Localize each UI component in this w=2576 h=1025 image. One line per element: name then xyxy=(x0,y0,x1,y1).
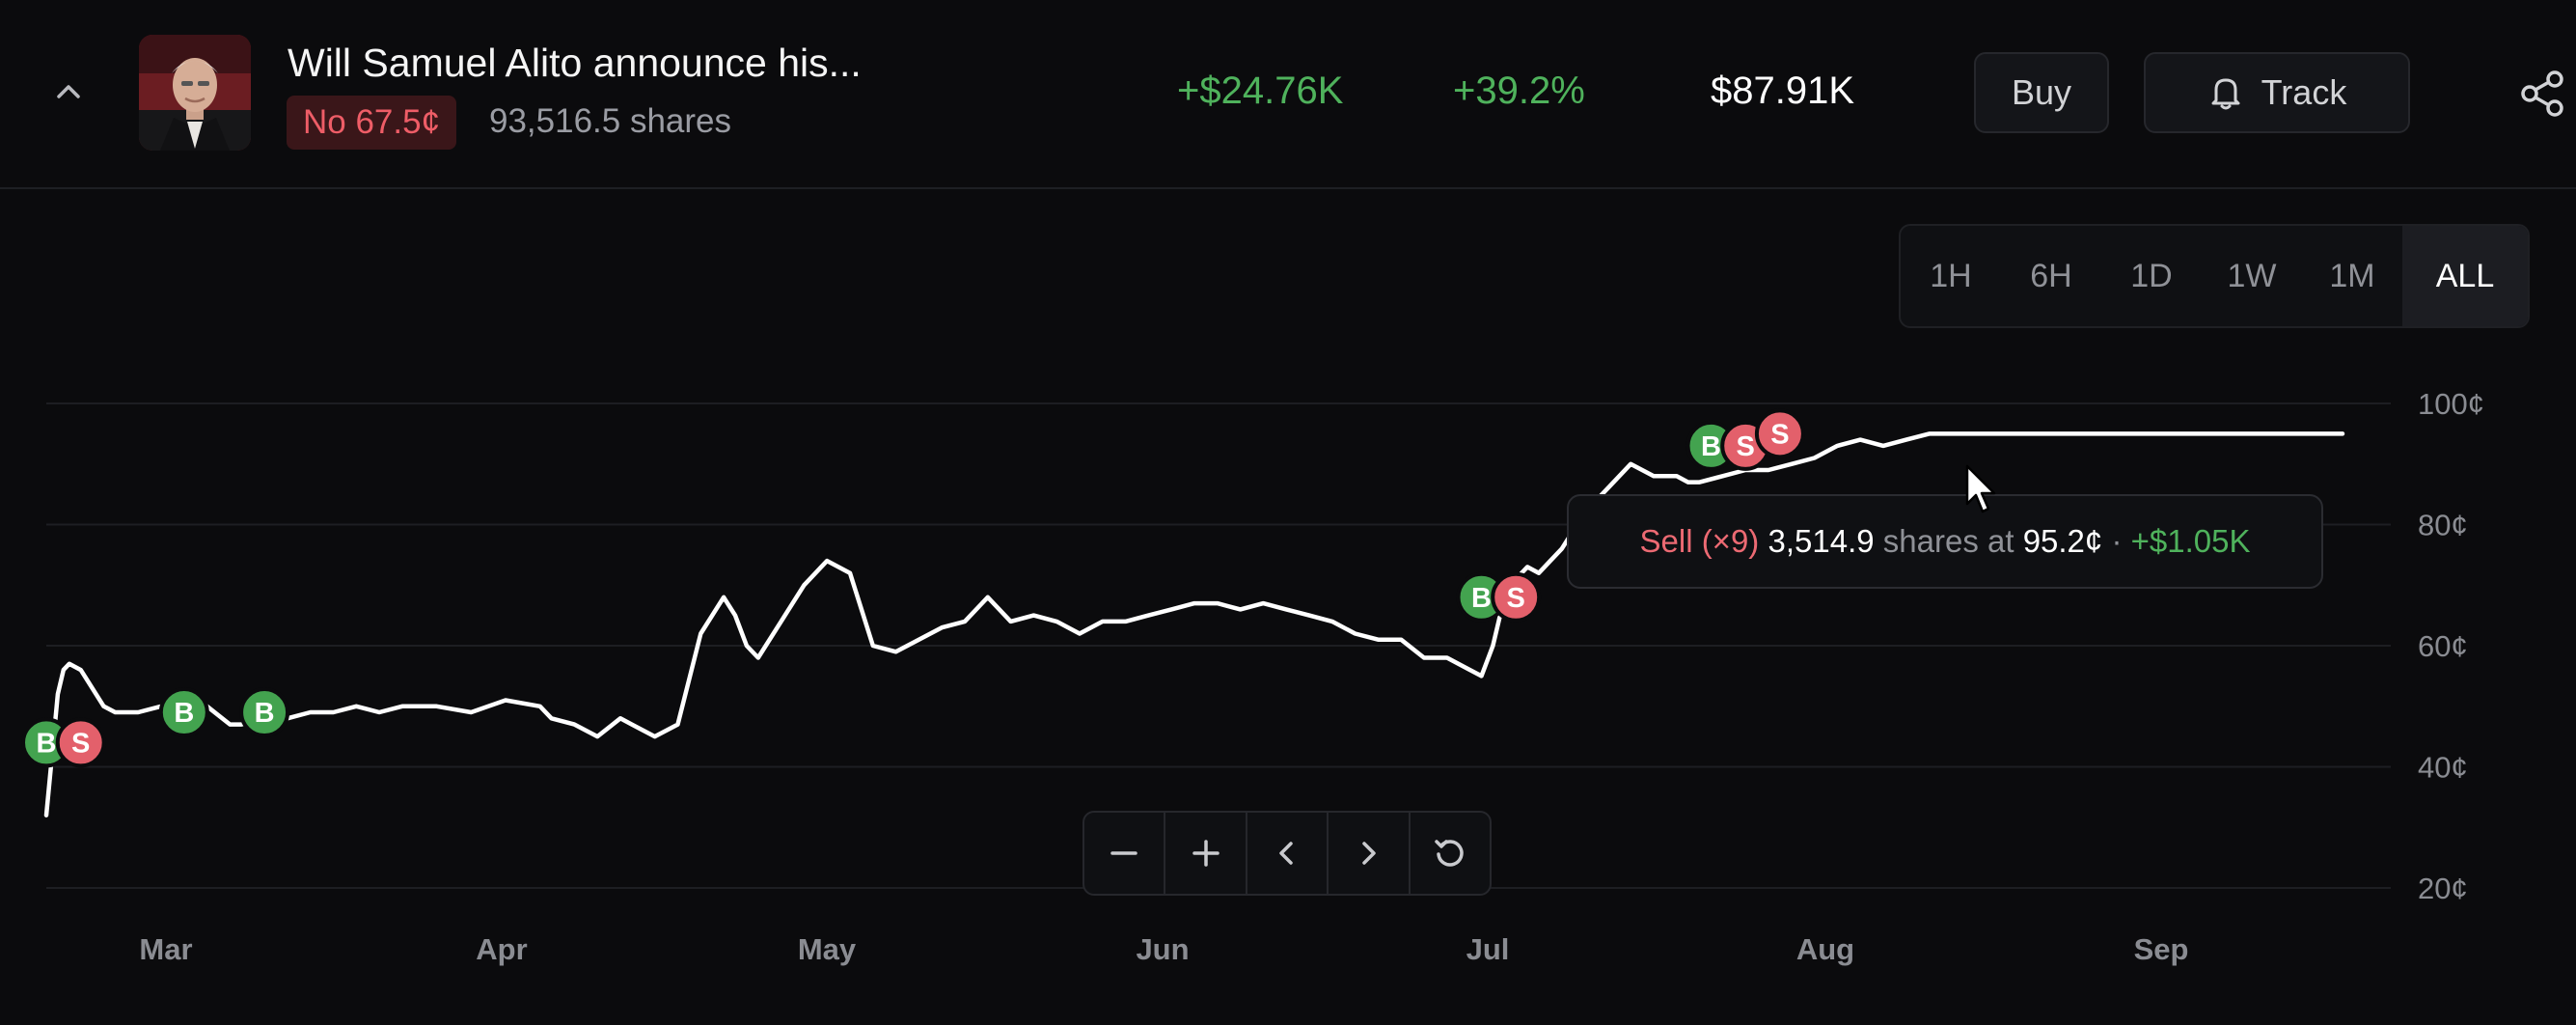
buy-label: Buy xyxy=(2011,72,2072,112)
buy-button[interactable]: Buy xyxy=(1974,52,2109,133)
buy-marker[interactable]: B xyxy=(21,717,71,768)
range-1w[interactable]: 1W xyxy=(2227,257,2277,294)
y-tick-label: 20¢ xyxy=(2418,872,2468,905)
range-1h[interactable]: 1H xyxy=(1930,257,1972,294)
tooltip-gain: +$1.05K xyxy=(2130,523,2251,559)
sell-marker[interactable]: S xyxy=(55,717,106,768)
x-tick-label: Jul xyxy=(1466,932,1510,966)
position-header: Will Samuel Alito announce his... No 67.… xyxy=(0,0,2576,189)
time-range-selector: 1H 6H 1D 1W 1M ALL xyxy=(1899,224,2530,328)
track-button[interactable]: Track xyxy=(2144,52,2410,133)
x-tick-label: Apr xyxy=(476,932,527,966)
zoom-out-button[interactable] xyxy=(1084,813,1166,894)
svg-text:B: B xyxy=(1471,583,1492,614)
mouse-cursor-icon xyxy=(1965,464,1996,513)
svg-text:S: S xyxy=(1770,419,1789,450)
svg-text:S: S xyxy=(71,728,90,759)
tooltip-price: 95.2¢ xyxy=(2022,523,2103,559)
track-label: Track xyxy=(2261,72,2347,112)
collapse-button[interactable] xyxy=(44,68,93,116)
reset-button[interactable] xyxy=(1411,813,1490,894)
trade-tooltip: Sell (×9) 3,514.9 shares at 95.2¢ · +$1.… xyxy=(1567,494,2323,589)
y-tick-label: 60¢ xyxy=(2418,629,2468,663)
x-tick-label: Mar xyxy=(139,932,192,966)
svg-text:B: B xyxy=(37,728,57,759)
pan-left-button[interactable] xyxy=(1247,813,1329,894)
sell-marker[interactable]: S xyxy=(1491,571,1542,623)
y-tick-label: 100¢ xyxy=(2418,387,2484,421)
chevron-right-icon xyxy=(1362,842,1377,865)
pnl-amount: +$24.76K xyxy=(1177,69,1344,112)
buy-marker[interactable]: B xyxy=(158,687,209,738)
minus-icon xyxy=(1110,851,1137,855)
shares-count: 93,516.5 shares xyxy=(489,102,732,140)
plus-icon xyxy=(1192,840,1219,867)
svg-text:B: B xyxy=(1701,431,1721,462)
reset-icon xyxy=(1435,840,1464,867)
position-badge: No 67.5¢ xyxy=(287,96,457,150)
share-icon[interactable] xyxy=(2516,68,2568,120)
position-value: $87.91K xyxy=(1711,69,1855,112)
y-tick-label: 80¢ xyxy=(2418,509,2468,542)
range-1m[interactable]: 1M xyxy=(2329,257,2375,294)
svg-text:S: S xyxy=(1737,431,1755,462)
x-tick-label: May xyxy=(798,932,857,966)
market-avatar xyxy=(139,35,251,151)
market-title[interactable]: Will Samuel Alito announce his... xyxy=(288,41,862,85)
tooltip-shares-word: shares at xyxy=(1882,523,2014,559)
svg-text:S: S xyxy=(1507,583,1525,614)
chart-controls xyxy=(1082,811,1492,896)
price-line xyxy=(43,431,2345,817)
chevron-up-icon xyxy=(57,85,80,98)
tooltip-shares: 3,514.9 xyxy=(1768,523,1875,559)
range-1d[interactable]: 1D xyxy=(2130,257,2173,294)
pnl-percent: +39.2% xyxy=(1453,69,1585,112)
svg-text:B: B xyxy=(255,698,275,729)
tooltip-separator: · xyxy=(2111,523,2123,559)
x-tick-label: Sep xyxy=(2134,932,2189,966)
pan-right-button[interactable] xyxy=(1329,813,1411,894)
buy-marker[interactable]: B xyxy=(1456,571,1507,623)
bell-icon xyxy=(2211,78,2240,110)
x-tick-label: Aug xyxy=(1796,932,1854,966)
tooltip-action: Sell (×9) xyxy=(1639,523,1760,559)
buy-marker[interactable]: B xyxy=(239,687,290,738)
x-tick-label: Jun xyxy=(1136,932,1189,966)
sell-marker[interactable]: S xyxy=(1754,408,1805,459)
chevron-left-icon xyxy=(1279,842,1293,865)
range-all[interactable]: ALL xyxy=(2402,226,2528,326)
zoom-in-button[interactable] xyxy=(1165,813,1247,894)
y-tick-label: 40¢ xyxy=(2418,751,2468,785)
range-6h[interactable]: 6H xyxy=(2030,257,2072,294)
svg-text:B: B xyxy=(174,698,194,729)
